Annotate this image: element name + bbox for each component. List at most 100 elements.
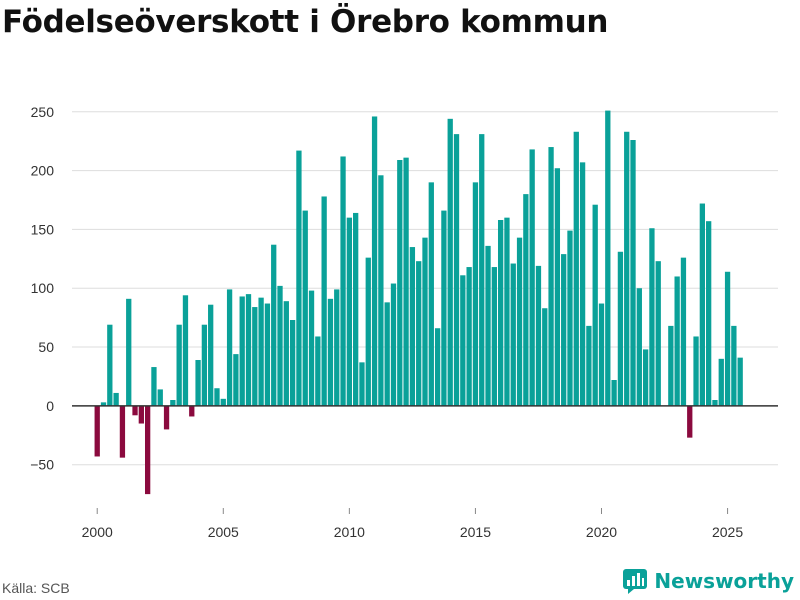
x-tick-label: 2005 — [208, 524, 239, 540]
bar — [573, 131, 579, 406]
bar — [353, 212, 359, 406]
bar — [233, 354, 239, 406]
bar — [422, 237, 428, 406]
bar — [321, 196, 327, 406]
bar — [359, 362, 365, 406]
bar — [397, 160, 403, 406]
bar — [340, 156, 346, 406]
bar — [144, 405, 151, 495]
bar — [334, 289, 340, 406]
bar — [208, 304, 214, 406]
bar — [163, 405, 170, 430]
bar — [176, 324, 182, 406]
bar — [460, 275, 466, 406]
bar — [687, 405, 693, 438]
bar — [466, 267, 472, 406]
bar — [592, 204, 598, 406]
bar — [491, 267, 497, 406]
bar — [668, 325, 674, 406]
bar — [289, 320, 296, 406]
bar — [195, 360, 201, 406]
bar — [706, 221, 712, 406]
bar — [138, 405, 144, 424]
x-tick-label: 2010 — [334, 524, 365, 540]
bar — [447, 118, 453, 406]
bar — [220, 398, 226, 406]
newsworthy-icon — [623, 569, 648, 594]
bar — [100, 402, 107, 406]
bar — [510, 263, 516, 406]
bar — [642, 349, 649, 406]
bar — [548, 147, 554, 406]
bar — [201, 324, 208, 406]
source-label: Källa: SCB — [2, 580, 70, 596]
bar — [579, 162, 586, 406]
brand-name: Newsworthy — [654, 569, 794, 593]
bar — [271, 244, 277, 406]
bar — [113, 392, 119, 406]
bar — [586, 325, 592, 406]
bar — [296, 150, 302, 406]
bar — [567, 230, 573, 406]
bar — [516, 237, 523, 406]
chart-title: Födelseöverskott i Örebro kommun — [2, 4, 609, 40]
y-axis: 250 200 150 100 50 0 −50 — [30, 104, 54, 473]
bar — [378, 175, 384, 406]
y-tick-label: 200 — [31, 163, 55, 179]
bar — [523, 194, 529, 406]
y-tick-label: 100 — [31, 280, 55, 296]
bar — [277, 285, 283, 406]
bar — [434, 328, 441, 406]
bar — [245, 294, 252, 406]
bar — [680, 257, 687, 406]
y-tick-label: −50 — [30, 457, 54, 473]
bar — [94, 405, 100, 457]
bar — [403, 157, 409, 406]
bar — [554, 168, 561, 406]
bar — [497, 220, 504, 406]
x-axis: 2000 2005 2010 2015 2020 2025 — [82, 508, 743, 540]
y-tick-label: 0 — [46, 398, 54, 414]
bar — [119, 405, 126, 458]
bar — [611, 380, 617, 406]
bar — [441, 210, 447, 406]
bar — [226, 289, 233, 406]
y-tick-label: 250 — [31, 104, 55, 120]
bar — [308, 290, 315, 406]
x-tick-label: 2000 — [82, 524, 113, 540]
bar — [617, 251, 624, 406]
x-tick-label: 2015 — [460, 524, 491, 540]
bar — [189, 405, 195, 417]
bar — [302, 210, 308, 406]
bar — [258, 297, 264, 406]
bar — [239, 296, 245, 406]
bar — [542, 308, 548, 406]
bar — [409, 247, 416, 406]
bar — [630, 140, 636, 406]
bar — [384, 302, 390, 406]
bar — [157, 389, 163, 406]
x-tick-label: 2020 — [586, 524, 617, 540]
bar — [371, 116, 378, 406]
bar — [724, 271, 731, 406]
bar — [693, 336, 699, 406]
bar — [346, 217, 353, 406]
bar — [126, 298, 132, 406]
bar — [655, 261, 661, 406]
bar — [504, 217, 510, 406]
bar — [699, 203, 706, 406]
brand-logo: Newsworthy — [622, 568, 794, 594]
bar — [264, 303, 271, 406]
bar — [472, 182, 479, 406]
bar — [315, 336, 321, 406]
bar — [132, 405, 138, 416]
bars — [94, 110, 743, 495]
bar — [252, 307, 258, 406]
x-tick-label: 2025 — [712, 524, 743, 540]
bar — [390, 283, 397, 406]
bar — [416, 261, 422, 406]
bar — [561, 254, 567, 406]
bar — [624, 131, 630, 406]
bar — [170, 400, 176, 406]
bar — [327, 298, 334, 406]
